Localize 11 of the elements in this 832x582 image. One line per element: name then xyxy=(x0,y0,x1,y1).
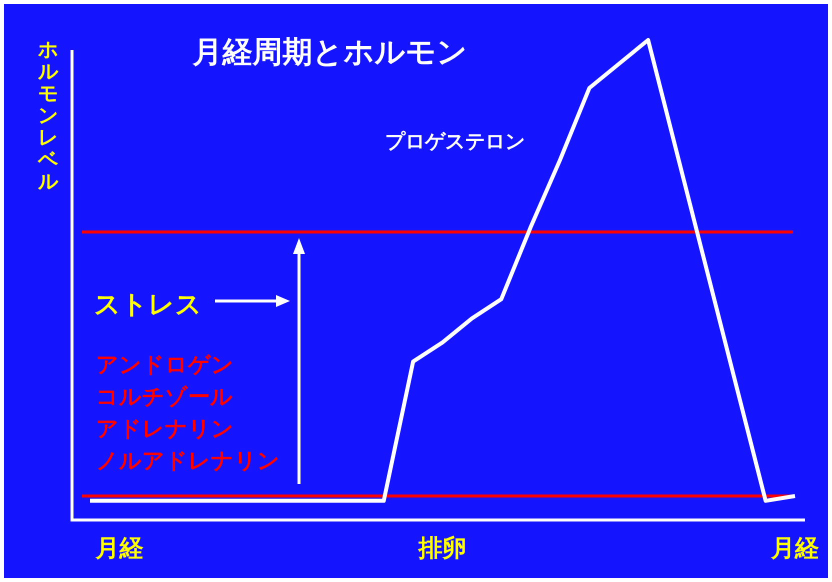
series-label: プロゲステロン xyxy=(385,129,525,153)
chart-title: 月経周期とホルモン xyxy=(192,35,468,70)
x-tick-label: 月経 xyxy=(94,534,144,562)
annotation: アンドロゲン xyxy=(96,353,234,378)
annotation: コルチゾール xyxy=(96,385,233,410)
annotation: ストレス xyxy=(94,290,202,320)
annotation: アドレナリン xyxy=(96,417,234,442)
y-axis-title: ホルモンレベル xyxy=(37,37,59,193)
x-tick-label: 排卵 xyxy=(418,534,466,562)
annotation: ノルアドレナリン xyxy=(96,449,280,474)
x-tick-label: 月経 xyxy=(770,534,819,562)
